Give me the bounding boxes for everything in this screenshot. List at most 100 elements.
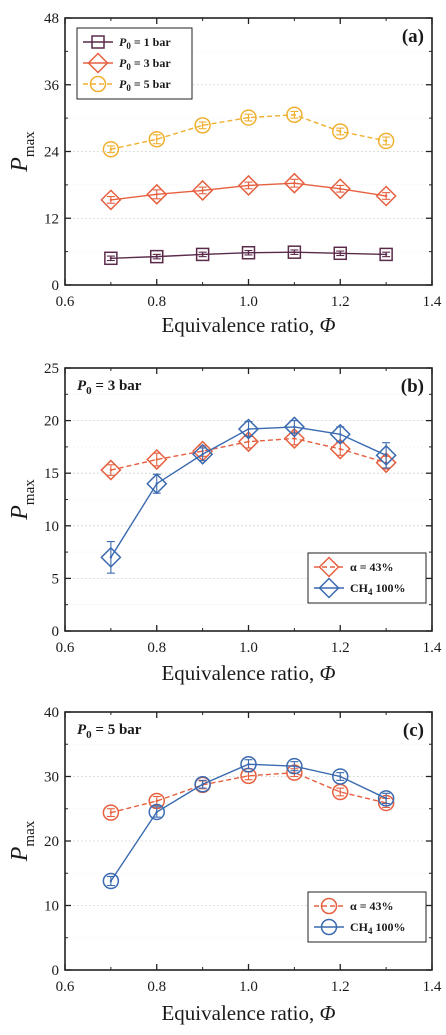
data-point (287, 245, 302, 259)
data-point (194, 775, 211, 793)
data-point-center (339, 775, 342, 778)
data-point-center (155, 458, 158, 461)
legend-label-main: P (119, 35, 127, 49)
legend-box (307, 552, 427, 604)
legend-label-main: α = 43% (350, 899, 394, 913)
data-point (240, 755, 257, 773)
series-3 (102, 106, 395, 158)
data-point (375, 185, 397, 207)
x-tick-label: 1.2 (331, 979, 350, 995)
data-point-center (247, 427, 250, 431)
x-tick-label: 0.6 (56, 294, 75, 310)
chart-panel-1: 0.6 0.8 1.0 1.2 1.4 0 12 24 36 48 Equivalence rati… (7, 11, 442, 337)
data-point-center (384, 139, 388, 143)
legend-label-main: CH (350, 920, 369, 934)
x-tick-label: 1.4 (423, 979, 442, 995)
data-point (241, 245, 256, 260)
legend: α = 43% CH4 100% (307, 891, 427, 943)
data-point-center (293, 182, 296, 185)
series-2 (100, 172, 397, 211)
x-tick-label: 1.0 (239, 979, 258, 995)
y-tick-label: 30 (44, 770, 59, 786)
data-point-center (109, 468, 113, 472)
data-point-center (339, 130, 342, 133)
legend-marker (320, 918, 338, 936)
panel-label: (b) (401, 376, 424, 397)
data-point-center (339, 447, 342, 451)
x-tick-label: 0.8 (147, 294, 166, 310)
data-point (102, 804, 120, 821)
data-point (102, 872, 120, 890)
data-point (237, 431, 260, 453)
data-point-center (155, 799, 158, 803)
legend-label-main: CH (350, 581, 369, 595)
series-1 (102, 764, 395, 821)
data-point (194, 117, 211, 134)
y-axis-label: Pmax (7, 479, 38, 521)
x-tick-label: 1.4 (423, 640, 442, 656)
y-tick-label: 36 (44, 78, 60, 94)
data-point (150, 249, 164, 264)
x-tick-label: 1.4 (423, 294, 442, 310)
x-tick-label: 0.8 (147, 640, 166, 656)
data-point (377, 790, 395, 807)
data-point-center (155, 810, 158, 814)
legend: α = 43% CH4 100% (307, 552, 427, 604)
data-point-center (109, 879, 113, 883)
legend-label-main: P (119, 56, 127, 70)
legend-label-sub: 4 (368, 926, 373, 936)
data-point-center (247, 116, 250, 119)
data-point-center (109, 811, 113, 814)
panel-label: (c) (403, 720, 424, 741)
y-tick-label: 15 (44, 466, 59, 482)
data-point-center (384, 253, 388, 256)
legend-label-rest: 100% (373, 581, 406, 595)
series-1 (104, 245, 393, 266)
y-tick-label: 20 (44, 414, 59, 430)
series-2 (100, 416, 397, 574)
legend-label: P0 = 1 bar (119, 35, 171, 51)
data-point (192, 443, 214, 465)
y-axis-label-sub: max (22, 479, 38, 505)
legend-label-sub: 0 (126, 41, 131, 51)
x-axis-label-text: Equivalence ratio, (161, 661, 319, 685)
legend-marker (91, 35, 105, 49)
data-point-center (384, 797, 388, 800)
y-tick-label: 40 (44, 705, 59, 721)
data-point (283, 416, 305, 438)
legend-label-sub: 0 (126, 83, 131, 93)
data-point-center (201, 124, 204, 127)
y-axis-label-main: P (7, 505, 33, 521)
data-point (375, 444, 397, 466)
data-point-center (201, 453, 204, 456)
data-point-center (293, 764, 296, 768)
data-point-center (155, 482, 158, 485)
x-tick-label: 1.2 (331, 294, 350, 310)
x-axis-label: Equivalence ratio, Φ (161, 1001, 335, 1025)
y-axis-label-main: P (7, 846, 33, 862)
series-2 (102, 755, 395, 890)
x-tick-label: 1.0 (239, 294, 258, 310)
legend-label-rest: 100% (373, 920, 406, 934)
condition-rest: = 5 bar (92, 722, 142, 738)
x-axis-label-symbol: Φ (320, 313, 336, 337)
x-tick-label: 0.8 (147, 979, 166, 995)
y-axis-label: Pmax (7, 131, 38, 173)
data-point (195, 247, 210, 262)
data-point-center (384, 454, 388, 457)
data-point-center (339, 433, 342, 436)
data-point (329, 178, 351, 200)
legend-marker (320, 897, 338, 915)
legend-marker (318, 577, 340, 599)
y-tick-label: 20 (44, 834, 59, 850)
legend-label-sub: 0 (126, 62, 131, 72)
data-point-center (201, 189, 204, 192)
data-point (283, 172, 305, 194)
y-tick-label: 10 (44, 899, 59, 915)
condition-label: P0 = 5 bar (77, 722, 142, 741)
data-point (104, 251, 118, 266)
data-point-center (201, 253, 204, 256)
y-axis-label-sub: max (22, 131, 38, 157)
legend-label: P0 = 5 bar (119, 77, 171, 93)
data-point (148, 131, 165, 148)
